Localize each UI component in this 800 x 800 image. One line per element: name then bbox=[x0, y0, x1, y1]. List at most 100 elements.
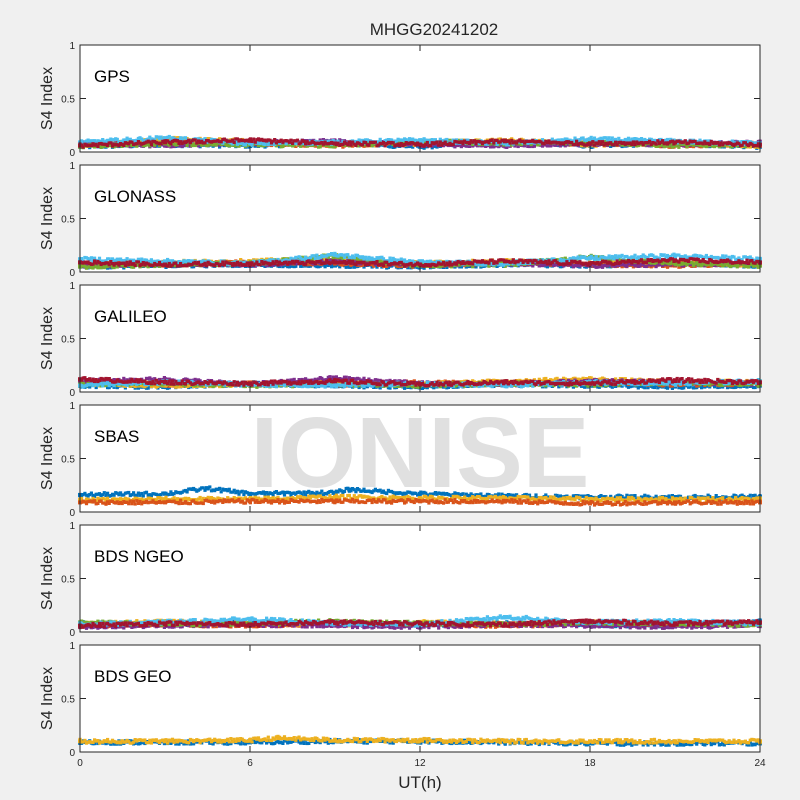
data-point bbox=[214, 139, 218, 143]
data-point bbox=[381, 141, 386, 145]
data-point bbox=[378, 259, 382, 263]
data-point bbox=[456, 143, 460, 148]
data-point bbox=[583, 138, 587, 142]
data-point bbox=[636, 143, 640, 148]
data-point bbox=[688, 139, 692, 143]
data-point bbox=[208, 142, 212, 146]
data-point bbox=[750, 142, 754, 146]
data-point bbox=[471, 142, 475, 146]
data-point bbox=[563, 144, 567, 148]
data-point bbox=[89, 144, 93, 148]
data-point bbox=[265, 139, 269, 143]
data-point bbox=[540, 138, 545, 142]
data-point bbox=[622, 141, 626, 145]
data-point bbox=[399, 142, 403, 146]
data-point bbox=[281, 144, 285, 149]
data-point bbox=[167, 140, 171, 144]
data-point bbox=[414, 143, 418, 147]
data-point bbox=[422, 266, 426, 270]
data-point bbox=[466, 138, 470, 142]
data-point bbox=[123, 141, 127, 145]
data-point bbox=[274, 144, 278, 148]
data-point bbox=[378, 141, 382, 145]
data-point bbox=[630, 142, 634, 146]
data-point bbox=[109, 141, 113, 145]
data-point bbox=[510, 137, 514, 141]
data-point bbox=[243, 139, 248, 143]
data-point bbox=[328, 145, 332, 149]
data-point bbox=[291, 141, 295, 145]
data-point bbox=[545, 141, 549, 145]
data-point bbox=[435, 143, 439, 147]
data-point bbox=[187, 138, 191, 142]
data-point bbox=[654, 144, 658, 148]
data-point bbox=[394, 139, 399, 143]
data-point bbox=[169, 142, 173, 146]
data-point bbox=[519, 139, 523, 144]
data-point bbox=[596, 138, 600, 142]
data-point bbox=[537, 264, 541, 268]
data-point bbox=[286, 265, 290, 269]
data-point bbox=[612, 139, 616, 143]
data-point bbox=[227, 139, 231, 143]
data-point bbox=[573, 143, 577, 147]
data-point bbox=[515, 141, 519, 145]
data-point bbox=[703, 140, 707, 144]
data-point bbox=[216, 138, 220, 142]
data-point bbox=[506, 143, 510, 147]
data-point bbox=[138, 141, 142, 145]
data-point bbox=[540, 144, 545, 148]
data-point bbox=[101, 138, 105, 142]
data-point bbox=[153, 264, 157, 269]
data-point bbox=[670, 145, 674, 149]
data-point bbox=[641, 263, 645, 267]
data-point bbox=[243, 143, 248, 147]
data-point bbox=[747, 143, 751, 148]
data-point bbox=[99, 139, 103, 143]
data-point bbox=[472, 139, 476, 143]
data-point bbox=[753, 143, 757, 148]
data-point bbox=[208, 140, 212, 144]
data-point bbox=[529, 139, 533, 143]
data-point bbox=[643, 137, 647, 142]
data-point bbox=[299, 144, 303, 148]
data-point bbox=[516, 139, 520, 143]
data-point bbox=[583, 143, 587, 147]
data-point bbox=[201, 141, 205, 145]
data-point bbox=[605, 142, 609, 146]
data-point bbox=[670, 139, 674, 143]
data-point bbox=[639, 140, 644, 145]
data-point bbox=[690, 140, 694, 144]
data-point bbox=[542, 263, 546, 267]
data-point bbox=[161, 137, 165, 141]
data-point bbox=[471, 140, 475, 144]
data-point bbox=[618, 140, 622, 144]
data-point bbox=[717, 145, 721, 149]
data-point bbox=[135, 138, 139, 142]
data-point bbox=[349, 265, 353, 269]
data-point bbox=[248, 138, 252, 143]
data-point bbox=[612, 141, 616, 145]
data-point bbox=[571, 139, 575, 143]
data-point bbox=[362, 265, 366, 269]
data-point bbox=[117, 144, 121, 148]
data-point bbox=[268, 138, 272, 142]
data-point bbox=[351, 140, 355, 144]
data-point bbox=[656, 144, 660, 148]
data-point bbox=[174, 263, 178, 267]
data-point bbox=[484, 142, 488, 146]
data-point bbox=[691, 143, 696, 147]
data-point bbox=[166, 139, 170, 143]
data-point bbox=[477, 141, 481, 146]
data-point bbox=[740, 264, 744, 268]
data-point bbox=[420, 143, 424, 147]
data-point bbox=[167, 143, 171, 147]
data-point bbox=[474, 141, 478, 145]
data-point bbox=[529, 263, 533, 267]
data-point bbox=[237, 144, 241, 148]
data-point bbox=[258, 143, 262, 147]
data-point bbox=[540, 264, 545, 268]
data-point bbox=[179, 140, 183, 144]
y-tick-label: 0.5 bbox=[61, 95, 75, 106]
data-point bbox=[163, 136, 167, 141]
